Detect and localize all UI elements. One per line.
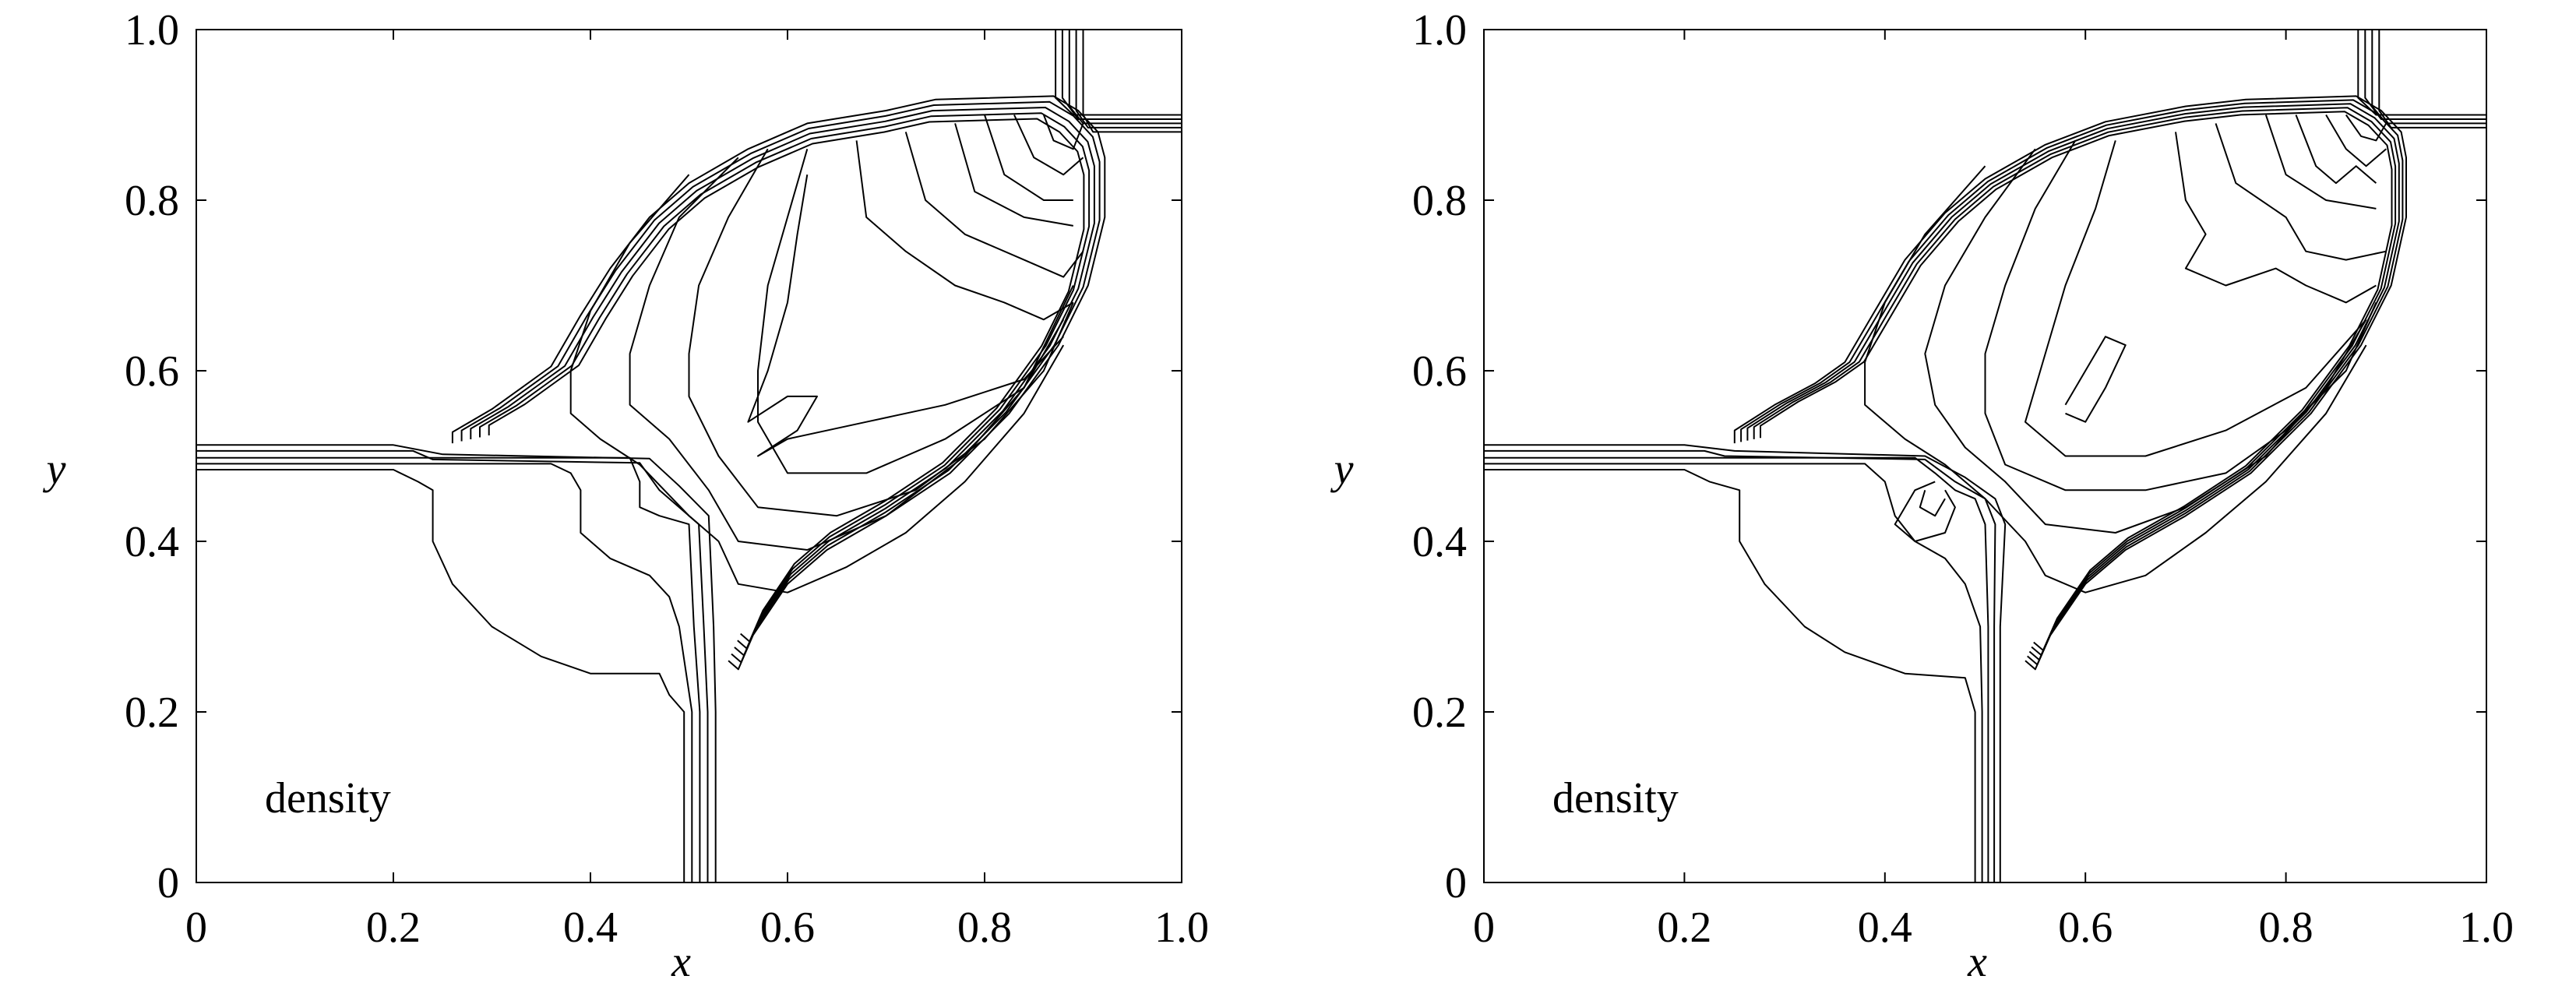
y-tick-label: 0 [1445,859,1467,907]
contour-line [904,132,1084,278]
contour-line-shock [1760,111,2393,651]
contour-line [1055,30,1182,116]
plot-frame [1483,29,2487,883]
contour-line-shock [479,112,1091,650]
y-axis-label: y [1330,446,1354,494]
x-tick-label: 0 [1473,904,1495,952]
contour-panel-2: 0 0.2 0.4 0.6 0.8 1.0 0 0.2 0.4 0.6 0.8 1.0 x y densit… [1330,6,2514,986]
y-axis-label: y [43,446,66,494]
contour-line-shock [1740,99,2404,666]
contour-line-shock [451,95,1106,671]
contour-line [2025,140,2367,457]
x-tick-label: 1.0 [2459,904,2514,952]
contour-line [1082,30,1182,133]
contour-line-shock [1753,107,2397,656]
contour-line [196,444,717,882]
contour-line [2264,114,2377,210]
contour-line [2364,30,2486,120]
x-tick-label: 0.2 [366,904,421,952]
contour-line [2215,123,2387,261]
y-tick-label: 0.4 [125,518,179,566]
x-tick-label: 0.8 [957,904,1012,952]
contour-line [1864,165,2367,594]
x-tick-label: 0.4 [1858,904,1912,952]
density-annotation: density [265,774,391,823]
contour-line [1484,469,1976,882]
contour-line [1061,30,1182,120]
contour-line-shock [470,107,1095,657]
y-tick-label: 0.2 [125,689,179,737]
contour-line [1984,139,2377,491]
contour-line [1484,449,1996,882]
contour-line [196,449,709,882]
x-tick-label: 0 [185,904,207,952]
contour-line [2295,114,2377,185]
contour-line [196,463,693,882]
density-annotation: density [1552,774,1679,823]
x-tick-label: 0.4 [563,904,618,952]
y-tick-label: 0.6 [125,347,179,396]
contour-line [196,469,685,882]
x-axis-label: x [1967,938,1987,986]
y-tick-label: 1.0 [1412,6,1467,55]
x-tick-label: 1.0 [1154,904,1209,952]
contour-line-shock [488,118,1085,643]
contour-line [196,456,701,882]
y-tick-label: 0 [157,859,179,907]
contour-line [2357,30,2486,116]
y-tick-label: 0.4 [1412,518,1467,566]
plot-frame [196,29,1182,883]
contour-line [688,148,1074,517]
contour-line [1919,490,1946,517]
contour-panel-1: 0 0.2 0.4 0.6 0.8 1.0 0 0.2 0.4 0.6 0.8 1.0 x y densit… [43,6,1209,986]
x-tick-label: 0.6 [2058,904,2113,952]
contour-line [2378,30,2486,129]
contour-line [747,174,1064,457]
contour-line [2345,114,2387,142]
contour-line [1924,148,2367,534]
x-tick-label: 0.2 [1657,904,1711,952]
contour-line-shock [460,100,1101,664]
y-tick-label: 0.8 [125,177,179,225]
contour-line [855,140,1074,321]
contour-line [2064,336,2127,423]
contour-line [629,157,1065,551]
contour-line-shock [1746,103,2400,661]
x-tick-label: 0.6 [760,904,815,952]
y-tick-label: 1.0 [125,6,179,55]
contour-line [1013,114,1084,176]
contour-line [1484,463,1983,882]
contour-line [954,123,1073,227]
contour-line [1484,444,2007,882]
contour-line [1075,30,1182,129]
contour-line [984,114,1073,201]
y-tick-label: 0.8 [1412,177,1467,225]
contour-line [1894,481,1956,542]
contour-line [1042,114,1084,150]
contour-line [1068,30,1182,125]
contour-line [2325,114,2387,167]
contour-line [1484,456,1989,882]
y-tick-label: 0.2 [1412,689,1467,737]
x-tick-label: 0.8 [2259,904,2313,952]
y-tick-label: 0.6 [1412,347,1467,396]
contour-line [2175,132,2377,304]
contour-line [2371,30,2486,125]
x-axis-label: x [671,938,691,986]
contour-line [569,174,1065,594]
